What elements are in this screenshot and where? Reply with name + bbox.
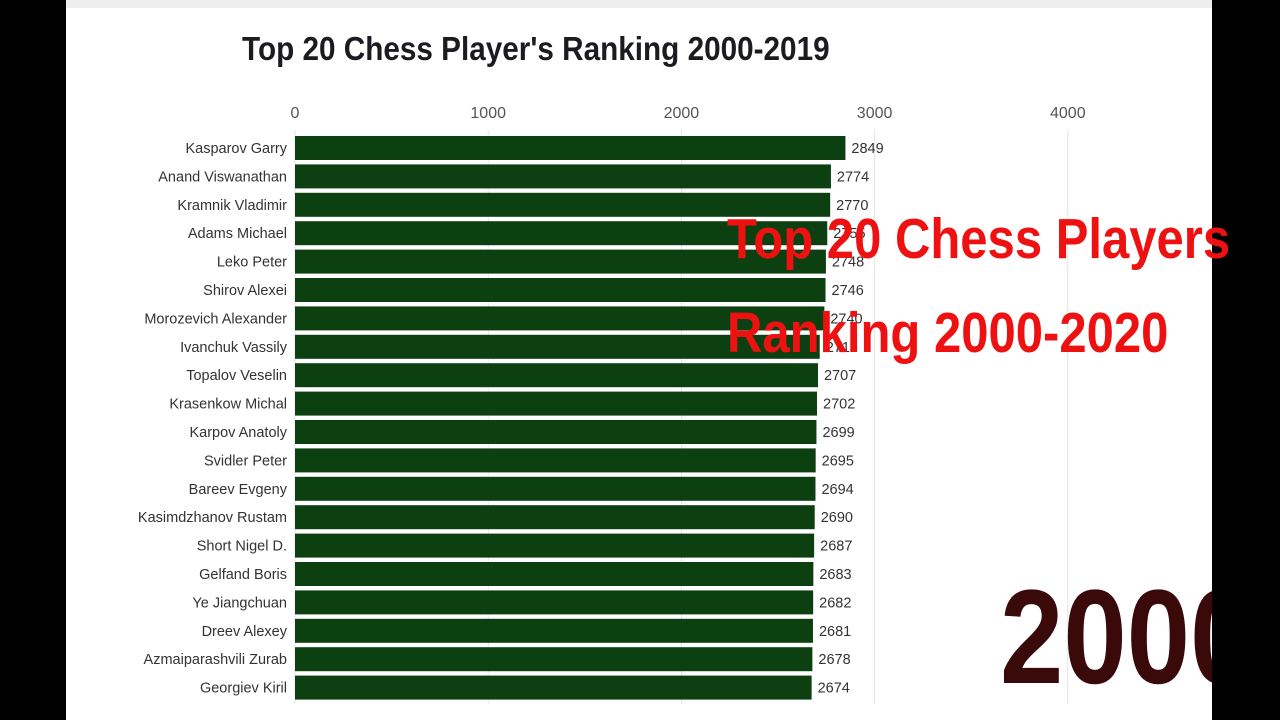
category-label: Bareev Evgeny	[189, 482, 288, 498]
bar	[295, 448, 816, 473]
bar	[295, 618, 813, 643]
bar-chart: 0 1000 2000 3000 4000 Kasparov Garry Anand Vi…	[138, 105, 1086, 704]
chart-panel: Top 20 Chess Player's Ranking 2000-2019 …	[66, 0, 1212, 720]
category-label: Morozevich Alexander	[144, 311, 287, 327]
category-label: Anand Viswanathan	[158, 169, 287, 185]
bars	[295, 136, 846, 700]
bar	[295, 590, 814, 615]
value-label: 2849	[851, 141, 883, 157]
category-label: Dreev Alexey	[202, 624, 288, 640]
category-label: Azmaiparashvili Zurab	[144, 652, 287, 668]
value-label: 2678	[818, 652, 850, 668]
bar	[295, 675, 812, 700]
category-labels: Kasparov Garry Anand Viswanathan Kramnik V…	[138, 141, 288, 697]
category-label: Kasparov Garry	[185, 141, 287, 157]
value-label: 2707	[824, 368, 856, 384]
value-label: 2681	[819, 624, 851, 640]
bar	[295, 164, 831, 189]
overlay-title: Top 20 Chess Players Ranking 2000-2020	[727, 192, 1230, 380]
bar	[295, 562, 814, 586]
category-label: Shirov Alexei	[203, 283, 287, 299]
bar	[295, 363, 818, 388]
bar	[295, 249, 826, 274]
year-label: 2000	[1000, 563, 1212, 712]
x-tick-label: 3000	[857, 105, 893, 122]
value-label: 2674	[818, 681, 850, 697]
category-label: Krasenkow Michal	[169, 397, 287, 413]
value-label: 2702	[823, 397, 855, 413]
x-tick-labels: 0 1000 2000 3000 4000	[291, 105, 1086, 122]
value-label: 2746	[832, 283, 864, 299]
overlay-title-line-1: Top 20 Chess Players	[727, 207, 1231, 271]
category-label: Topalov Veselin	[186, 368, 287, 384]
bar	[295, 306, 825, 331]
category-label: Svidler Peter	[204, 453, 287, 469]
bar	[295, 278, 826, 302]
category-label: Kasimdzhanov Rustam	[138, 510, 287, 526]
category-label: Short Nigel D.	[197, 539, 287, 555]
bar	[295, 505, 815, 530]
bar	[295, 136, 846, 160]
value-label: 2699	[822, 425, 854, 441]
value-label: 2694	[821, 482, 853, 498]
bar	[295, 334, 820, 359]
category-label: Gelfand Boris	[199, 567, 287, 583]
top-strip	[66, 0, 1212, 8]
category-label: Adams Michael	[188, 226, 287, 242]
value-label: 2774	[837, 169, 869, 185]
bar	[295, 476, 816, 501]
value-label: 2770	[836, 198, 868, 214]
category-label: Karpov Anatoly	[189, 425, 287, 441]
bar	[295, 192, 831, 217]
value-label: 2690	[821, 510, 853, 526]
x-tick-label: 2000	[664, 105, 700, 122]
x-tick-label: 0	[291, 105, 300, 122]
value-label: 2748	[832, 255, 864, 271]
category-label: Georgiev Kiril	[200, 681, 287, 697]
bar	[295, 533, 815, 558]
bar	[295, 221, 828, 246]
category-label: Ivanchuk Vassily	[180, 340, 288, 356]
value-label: 2682	[819, 595, 851, 611]
bar	[295, 420, 817, 444]
value-label: 2755	[833, 226, 865, 242]
value-label: 2683	[819, 567, 851, 583]
chart-title: Top 20 Chess Player's Ranking 2000-2019	[242, 30, 830, 67]
x-tick-label: 4000	[1050, 105, 1086, 122]
value-label: 2716	[826, 340, 858, 356]
bar	[295, 647, 813, 672]
x-tick-label: 1000	[470, 105, 506, 122]
value-label: 2687	[820, 539, 852, 555]
overlay-title-line-2: Ranking 2000-2020	[727, 301, 1169, 365]
value-label: 2740	[830, 311, 862, 327]
bar	[295, 391, 818, 416]
category-label: Ye Jiangchuan	[192, 595, 287, 611]
value-label: 2695	[822, 453, 854, 469]
category-label: Leko Peter	[217, 255, 287, 271]
value-labels: 2849 2774 2770 2755 2748 2746 2740 2716 2707 2702…	[818, 141, 884, 697]
category-label: Kramnik Vladimir	[177, 198, 287, 214]
